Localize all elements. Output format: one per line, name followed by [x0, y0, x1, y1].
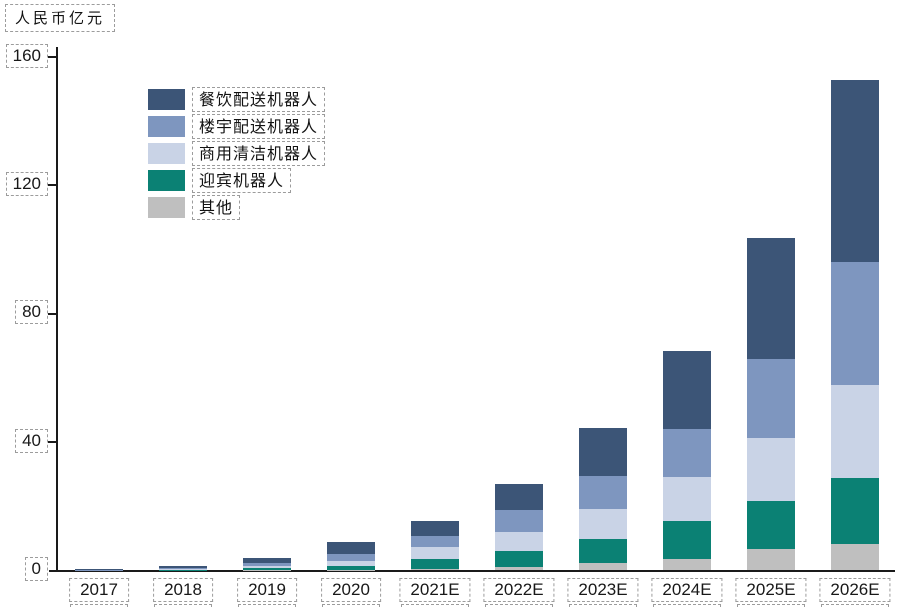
y-axis-tick-label: 120: [5, 171, 48, 196]
legend-item: 迎宾机器人: [148, 167, 325, 193]
bar-segment-迎宾机器人: [327, 566, 375, 570]
y-axis-line: [56, 47, 58, 572]
bar-segment-餐饮配送机器人: [579, 428, 627, 477]
bar-segment-餐饮配送机器人: [243, 557, 291, 564]
bar-segment-餐饮配送机器人: [663, 351, 711, 430]
legend-item: 其他: [148, 194, 325, 220]
x-axis-label: 2025E: [735, 578, 807, 602]
bar-segment-迎宾机器人: [411, 559, 459, 570]
x-axis-label: 2017: [69, 578, 129, 602]
bar-segment-商用清洁机器人: [747, 437, 795, 502]
x-axis-label-underbox: [485, 604, 553, 609]
bar-segment-商用清洁机器人: [495, 532, 543, 551]
x-axis-label-underbox: [401, 604, 469, 609]
legend: 餐饮配送机器人 楼宇配送机器人 商用清洁机器人 迎宾机器人 其他: [148, 86, 326, 221]
bar-segment-迎宾机器人: [159, 569, 207, 571]
x-axis-label: 2026E: [819, 578, 891, 602]
bar-segment-商用清洁机器人: [411, 547, 459, 560]
bar-segment-商用清洁机器人: [159, 568, 207, 570]
bar-segment-商用清洁机器人: [831, 384, 879, 478]
bar-segment-其他: [747, 548, 795, 571]
bar-segment-楼宇配送机器人: [159, 567, 207, 569]
x-axis-label-underbox: [821, 604, 889, 609]
legend-swatch: [148, 196, 185, 218]
bar-segment-楼宇配送机器人: [579, 476, 627, 510]
bar-segment-楼宇配送机器人: [663, 429, 711, 477]
legend-swatch: [148, 169, 185, 191]
bar-segment-迎宾机器人: [663, 521, 711, 559]
bar-segment-迎宾机器人: [243, 568, 291, 571]
x-axis-label: 2021E: [399, 578, 471, 602]
legend-item: 楼宇配送机器人: [148, 113, 326, 139]
bar-segment-其他: [831, 543, 879, 571]
x-axis-label: 2019: [237, 578, 297, 602]
legend-label: 迎宾机器人: [192, 167, 292, 193]
bar-segment-餐饮配送机器人: [327, 542, 375, 555]
x-axis-label-underbox: [154, 604, 212, 609]
y-axis-tick: [48, 184, 57, 187]
x-axis-line: [49, 570, 895, 572]
bar-segment-迎宾机器人: [747, 501, 795, 549]
bar-segment-餐饮配送机器人: [495, 483, 543, 511]
y-axis-tick: [48, 312, 57, 315]
legend-label: 餐饮配送机器人: [192, 86, 326, 112]
bar-segment-楼宇配送机器人: [243, 563, 291, 567]
x-axis-label-underbox: [569, 604, 637, 609]
legend-swatch: [148, 142, 185, 164]
bar-segment-餐饮配送机器人: [747, 237, 795, 359]
legend-label: 楼宇配送机器人: [192, 113, 326, 139]
bar-segment-其他: [411, 569, 459, 571]
bar-segment-楼宇配送机器人: [831, 262, 879, 385]
bar-segment-楼宇配送机器人: [495, 510, 543, 533]
legend-label: 其他: [192, 194, 241, 220]
legend-item: 餐饮配送机器人: [148, 86, 326, 112]
y-axis-tick-label: 40: [15, 428, 48, 453]
x-axis-label: 2020: [321, 578, 381, 602]
bar-segment-商用清洁机器人: [579, 509, 627, 539]
bar-segment-楼宇配送机器人: [411, 536, 459, 548]
x-axis-label: 2023E: [567, 578, 639, 602]
bar-segment-其他: [495, 566, 543, 571]
x-axis-label-underbox: [70, 604, 128, 609]
bar-segment-其他: [327, 569, 375, 571]
bar-segment-楼宇配送机器人: [327, 554, 375, 562]
x-axis-label-underbox: [238, 604, 296, 609]
legend-label: 商用清洁机器人: [192, 140, 326, 166]
x-axis-label-underbox: [653, 604, 721, 609]
y-axis-tick: [48, 441, 57, 444]
legend-swatch: [148, 115, 185, 137]
bar-segment-商用清洁机器人: [243, 566, 291, 569]
legend-swatch: [148, 88, 185, 110]
legend-item: 商用清洁机器人: [148, 140, 326, 166]
y-axis-tick: [48, 56, 57, 58]
x-axis-label-underbox: [737, 604, 805, 609]
bar-segment-楼宇配送机器人: [747, 359, 795, 438]
x-axis-label: 2022E: [483, 578, 555, 602]
y-axis-unit-label: 人民币亿元: [5, 4, 116, 32]
bar-segment-餐饮配送机器人: [411, 520, 459, 537]
bar-segment-迎宾机器人: [579, 538, 627, 564]
x-axis-label: 2018: [153, 578, 213, 602]
bar-segment-商用清洁机器人: [327, 561, 375, 566]
x-axis-label: 2024E: [651, 578, 723, 602]
bar-segment-餐饮配送机器人: [159, 566, 207, 568]
bar-segment-其他: [579, 563, 627, 571]
bar-segment-迎宾机器人: [495, 550, 543, 567]
bar-segment-迎宾机器人: [831, 477, 879, 544]
y-axis-tick-label: 160: [5, 43, 48, 68]
bar-segment-其他: [663, 558, 711, 571]
x-axis-label-underbox: [322, 604, 380, 609]
bar-segment-餐饮配送机器人: [831, 79, 879, 263]
y-axis-tick-label: 0: [24, 557, 48, 581]
bar-segment-商用清洁机器人: [663, 476, 711, 522]
y-axis-tick-label: 80: [15, 300, 48, 325]
